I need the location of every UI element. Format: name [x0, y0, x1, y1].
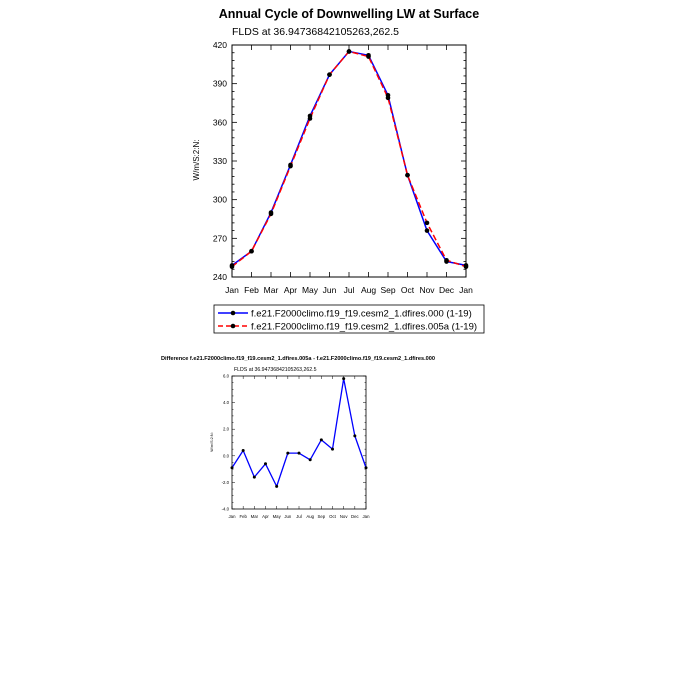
diff-chart: Difference f.e21.F2000climo.f19_f19.cesm…	[161, 356, 435, 519]
diff-chart-subtitle: FLDS at 36.94736842105263,262.5	[234, 367, 317, 373]
main-xtick-label: Jul	[344, 285, 355, 295]
diff-ytick-label: -2.0	[222, 480, 230, 485]
main-chart-subtitle: FLDS at 36.94736842105263,262.5	[232, 26, 399, 38]
main-plot-frame	[231, 44, 467, 278]
main-series-2-point	[307, 116, 313, 121]
diff-xtick-label: Jun	[284, 514, 292, 519]
diff-series-1-point	[264, 462, 267, 466]
main-series-2-point	[249, 248, 254, 254]
main-series-2-point	[346, 49, 352, 54]
main-xtick-label: Dec	[439, 285, 455, 295]
main-series-1-point	[424, 228, 430, 233]
main-ytick-label: 270	[213, 233, 227, 243]
main-chart-ylabel: W/m/S:2:N:	[192, 140, 201, 181]
diff-series-1-point	[319, 438, 323, 442]
main-series-2-point	[288, 163, 293, 169]
diff-series-1-point	[308, 458, 312, 462]
main-ytick-label: 360	[213, 117, 227, 127]
main-xtick-label: Feb	[244, 285, 259, 295]
diff-series-1-point	[342, 377, 346, 381]
main-ytick-label: 420	[213, 40, 227, 50]
main-ytick-label: 330	[213, 156, 227, 166]
diff-ytick-label: 2.0	[223, 427, 230, 432]
diff-chart-ylabel: W/m/S:2:N:	[210, 432, 214, 451]
diff-xtick-label: Mar	[251, 514, 259, 519]
legend-marker-series-2	[230, 323, 236, 329]
diff-series-1-point	[275, 484, 279, 488]
main-ytick-label: 300	[213, 195, 227, 205]
diff-ytick-label: 6.0	[223, 374, 230, 379]
main-series-2-point	[385, 95, 391, 101]
main-xtick-label: Aug	[361, 285, 376, 295]
main-xtick-label: Mar	[264, 285, 279, 295]
diff-ytick-label: -4.0	[222, 507, 230, 512]
diff-xtick-label: Apr	[262, 514, 269, 519]
diff-series-1-point	[230, 466, 234, 470]
diff-ytick-label: 0.0	[223, 453, 230, 458]
main-xtick-label: Oct	[401, 285, 415, 295]
diff-plot-frame	[231, 375, 367, 510]
main-ytick-label: 240	[213, 272, 227, 282]
diff-xtick-label: Dec	[351, 514, 359, 519]
main-chart-title: Annual Cycle of Downwelling LW at Surfac…	[219, 7, 479, 21]
diff-series-1-point	[241, 448, 245, 452]
legend-label-series-2: f.e21.F2000climo.f19_f19.cesm2_1.dfires.…	[251, 322, 477, 333]
main-series-line-1	[231, 50, 467, 267]
diff-chart-title: Difference f.e21.F2000climo.f19_f19.cesm…	[161, 356, 435, 362]
main-series-2-point	[405, 172, 410, 178]
main-xtick-label: May	[302, 285, 319, 295]
main-ytick-label: 390	[213, 79, 227, 89]
diff-xtick-label: Jan	[363, 514, 371, 519]
legend-label-series-1: f.e21.F2000climo.f19_f19.cesm2_1.dfires.…	[251, 309, 472, 320]
legend-marker-series-1	[230, 310, 236, 316]
diff-ytick-label: 4.0	[223, 400, 230, 405]
main-xtick-label: Jan	[225, 285, 239, 295]
main-xtick-label: Apr	[284, 285, 297, 295]
main-legend: f.e21.F2000climo.f19_f19.cesm2_1.dfires.…	[213, 304, 485, 334]
main-xtick-label: Jun	[323, 285, 337, 295]
main-legend-box	[213, 304, 485, 334]
diff-series-1-point	[297, 451, 301, 455]
diff-series-line-1	[231, 378, 367, 488]
main-series-2-point	[424, 220, 430, 226]
main-series-2-point	[327, 72, 332, 77]
diff-xtick-label: Oct	[329, 514, 336, 519]
main-xtick-label: Sep	[380, 285, 395, 295]
diff-xtick-label: Sep	[318, 514, 326, 519]
main-series-2-point	[444, 257, 449, 263]
main-series-2-point	[463, 264, 469, 269]
diff-series-1-point	[252, 475, 256, 479]
main-series-2-point	[229, 264, 235, 269]
main-series-line-2	[231, 50, 467, 268]
diff-series-1-point	[353, 434, 357, 438]
diff-series-1-point	[331, 447, 334, 451]
diff-xtick-label: Feb	[239, 514, 247, 519]
main-xtick-label: Nov	[419, 285, 435, 295]
diff-xtick-label: Aug	[306, 514, 314, 519]
main-series-2-point	[268, 211, 274, 217]
main-chart: Annual Cycle of Downwelling LW at Surfac…	[192, 7, 485, 334]
diff-xtick-label: Jan	[229, 514, 237, 519]
diff-series-1-point	[286, 451, 290, 455]
main-xtick-label: Jan	[459, 285, 473, 295]
main-series-2-point	[366, 54, 371, 59]
diff-series-1-point	[364, 466, 368, 470]
diff-xtick-label: Jul	[296, 514, 302, 519]
diff-xtick-label: May	[273, 514, 282, 519]
diff-xtick-label: Nov	[340, 514, 348, 519]
